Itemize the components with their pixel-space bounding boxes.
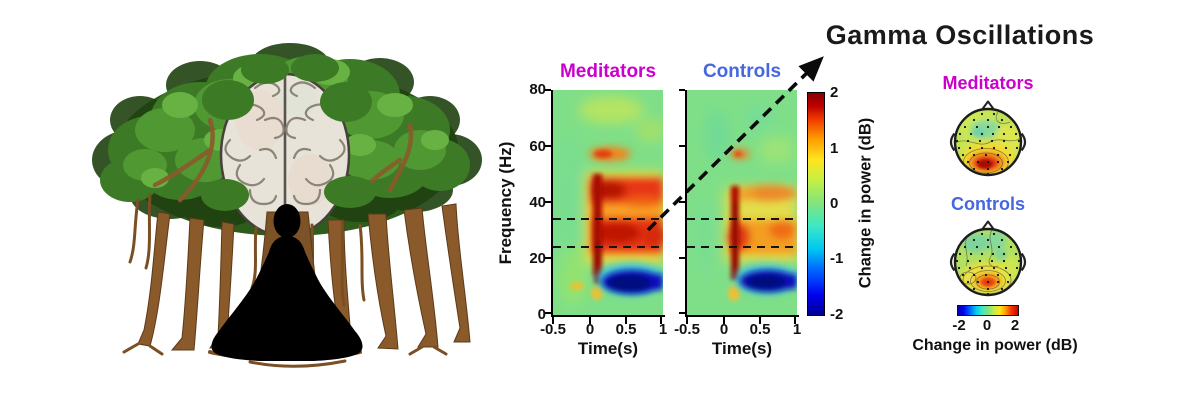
controls-topomap (949, 220, 1027, 297)
head-outline (953, 107, 1023, 177)
right-ear-marker (1020, 252, 1027, 272)
ctl-x-tick-4: 1 (792, 321, 802, 338)
brain-illustration (201, 54, 376, 238)
meditators-time-axis-label: Time(s) (577, 339, 639, 358)
head-outline (953, 227, 1023, 297)
posterior-gamma-hotspot (977, 159, 993, 169)
leaves-over-brain (201, 54, 376, 211)
vcb-tick-2: 2 (830, 84, 839, 101)
hcb-tick-2: 2 (1010, 317, 1020, 334)
y-axis-spine (551, 90, 553, 317)
gamma-band-line-24hz (553, 246, 663, 249)
y-tick-80: 80 (529, 81, 546, 98)
controls-time-axis-label: Time(s) (711, 339, 773, 358)
y-tick-60: 60 (529, 138, 546, 155)
topomap-colorbar (957, 305, 1019, 316)
hcb-tick-m2: -2 (952, 317, 966, 334)
med-x-tick-3: 0.5 (615, 321, 637, 338)
med-x-tick-2: 0 (585, 321, 595, 338)
right-ear-marker (1020, 132, 1027, 152)
topomap-colorbar-label: Change in power (dB) (912, 337, 1078, 354)
ctl-x-tick-1: -0.5 (674, 321, 700, 338)
vcb-tick-m1: -1 (830, 250, 844, 267)
vcb-tick-1: 1 (830, 140, 839, 157)
vcb-tick-0: 0 (830, 195, 839, 212)
hcb-tick-0: 0 (982, 317, 992, 334)
left-ear-marker (949, 132, 956, 152)
gamma-band-line-24hz (687, 246, 797, 249)
meditators-spectrogram-title: Meditators (559, 61, 657, 82)
x-axis-spine (685, 315, 799, 317)
annotation-arrow (646, 56, 824, 232)
electrode-dots (955, 232, 1021, 295)
meditators-topomap-title: Meditators (942, 73, 1034, 93)
ctl-x-tick-3: 0.5 (749, 321, 771, 338)
left-ear-marker (949, 252, 956, 272)
meditator-silhouette (211, 204, 363, 361)
ctl-x-tick-2: 0 (719, 321, 729, 338)
controls-spectrogram-title: Controls (702, 61, 782, 82)
colorbar-axis-label: Change in power (dB) (856, 117, 875, 289)
y-tick-20: 20 (529, 250, 546, 267)
frequency-axis-label: Frequency (Hz) (496, 141, 515, 265)
controls-spectrogram (679, 89, 799, 324)
med-x-tick-4: 1 (658, 321, 668, 338)
y-tick-40: 40 (529, 194, 546, 211)
spectrogram-colorbar (807, 92, 825, 316)
y-axis-spine (685, 90, 687, 317)
meditators-spectrogram (545, 89, 665, 324)
gamma-band-line-34hz (687, 218, 797, 221)
x-axis-spine (551, 315, 665, 317)
med-x-tick-1: -0.5 (540, 321, 566, 338)
electrode-dots (955, 112, 1021, 175)
meditation-tree-illustration (92, 43, 482, 368)
y-tick-0: 0 (537, 306, 546, 323)
meditators-topomap (949, 100, 1027, 177)
figure-title: Gamma Oscillations (825, 20, 1095, 50)
controls-topomap-title: Controls (951, 194, 1025, 214)
vcb-tick-m2: -2 (830, 306, 844, 323)
banyan-trunks (137, 203, 471, 351)
gamma-band-line-34hz (553, 218, 663, 221)
